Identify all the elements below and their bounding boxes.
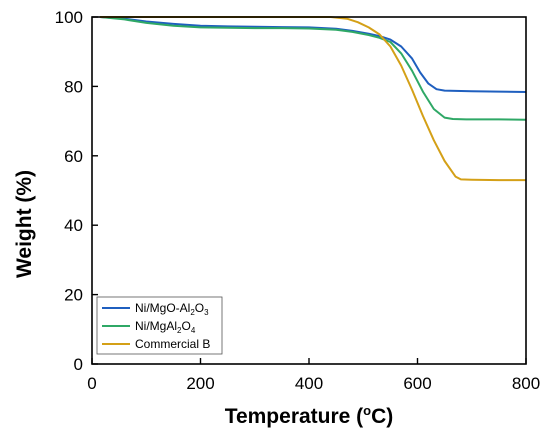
y-tick-label: 20 [64,286,83,305]
y-tick-label: 60 [64,147,83,166]
series-line-0 [100,16,527,93]
x-tick-label: 200 [186,374,214,393]
legend-entry: Commercial B [135,337,210,351]
x-axis-title-degree: o [363,403,371,418]
x-tick-label: 600 [403,374,431,393]
y-tick-label: 0 [74,355,83,374]
y-tick-label: 100 [55,8,83,27]
y-tick-label: 40 [64,216,83,235]
x-axis-title-main: Temperature ( [225,405,363,428]
y-axis-title: Weight (%) [13,170,36,278]
x-tick-label: 0 [87,374,96,393]
series-line-1 [100,16,527,121]
axis-ticks: 0 200 400 600 800 0 20 40 60 80 100 [55,8,541,393]
legend: Ni/MgO-Al2O3 Ni/MgAl2O4 Commercial B [96,296,223,355]
legend-entry: Ni/MgO-Al2O3 [135,301,209,317]
series-line-2 [100,16,526,182]
x-tick-label: 800 [512,374,540,393]
legend-entry: Ni/MgAl2O4 [135,319,196,335]
x-tick-label: 400 [295,374,323,393]
y-tick-label: 80 [64,77,83,96]
x-axis-title-unit: C) [371,405,393,428]
series-lines [100,16,527,182]
x-axis-title: Temperature (oC) [225,403,394,428]
